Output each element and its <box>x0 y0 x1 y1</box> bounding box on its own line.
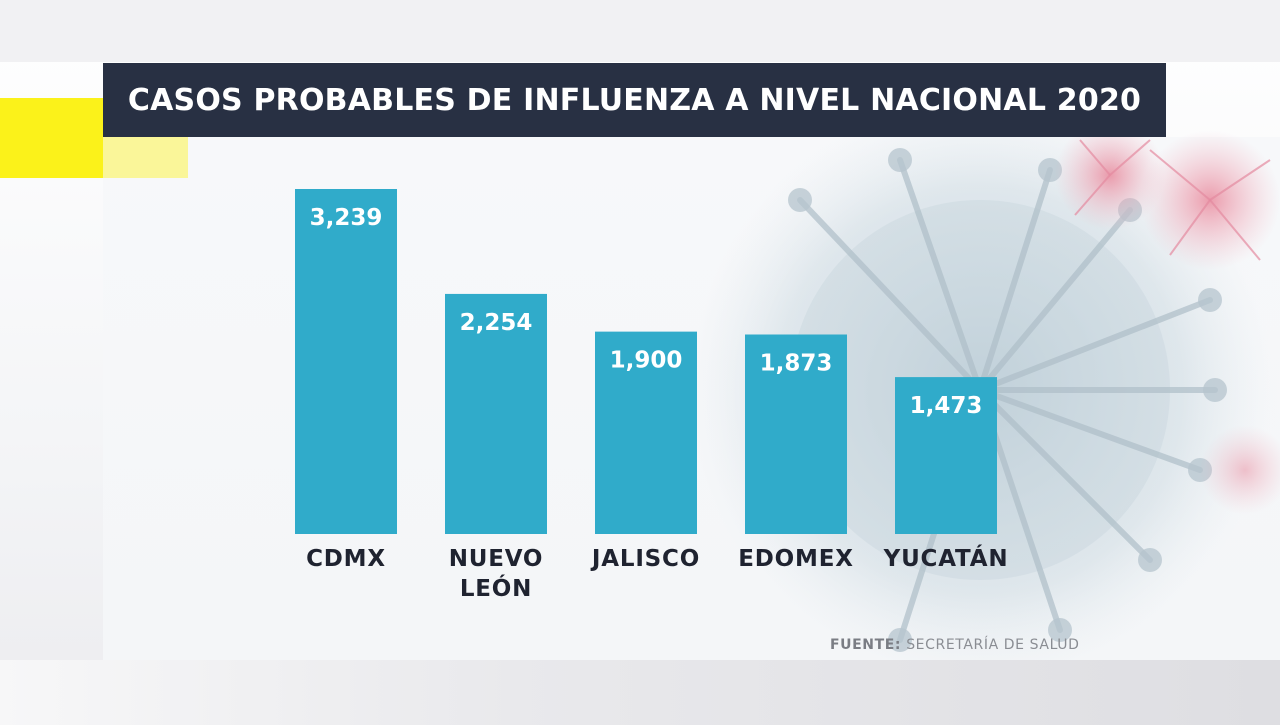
source-label: FUENTE: <box>830 637 902 653</box>
source-note: FUENTE: SECRETARÍA DE SALUD <box>830 637 1080 653</box>
source-text: SECRETARÍA DE SALUD <box>906 637 1080 653</box>
title-bar: CASOS PROBABLES DE INFLUENZA A NIVEL NAC… <box>103 63 1166 137</box>
bottom-strip <box>0 660 1280 725</box>
bar-2 <box>595 331 697 534</box>
category-label-0: CDMX <box>306 546 386 572</box>
category-label-3: EDOMEX <box>738 546 854 572</box>
bar-4 <box>895 377 997 534</box>
value-label-3: 1,873 <box>760 350 833 376</box>
bar-1 <box>445 293 547 534</box>
category-label-4: YUCATÁN <box>883 544 1009 572</box>
chart-title: CASOS PROBABLES DE INFLUENZA A NIVEL NAC… <box>127 82 1142 118</box>
value-label-0: 3,239 <box>310 205 383 231</box>
category-label-2: JALISCO <box>590 546 700 572</box>
top-strip <box>0 0 1280 62</box>
yellow-accent-block <box>0 98 103 178</box>
value-label-1: 2,254 <box>460 310 533 336</box>
value-label-2: 1,900 <box>610 348 683 374</box>
category-label-1-line-1: LEÓN <box>460 574 532 602</box>
bar-0 <box>295 189 397 534</box>
bar-3 <box>745 334 847 534</box>
yellow-accent-block-light <box>103 137 188 178</box>
category-label-1-line-0: NUEVO <box>449 546 544 572</box>
value-label-4: 1,473 <box>910 393 983 419</box>
